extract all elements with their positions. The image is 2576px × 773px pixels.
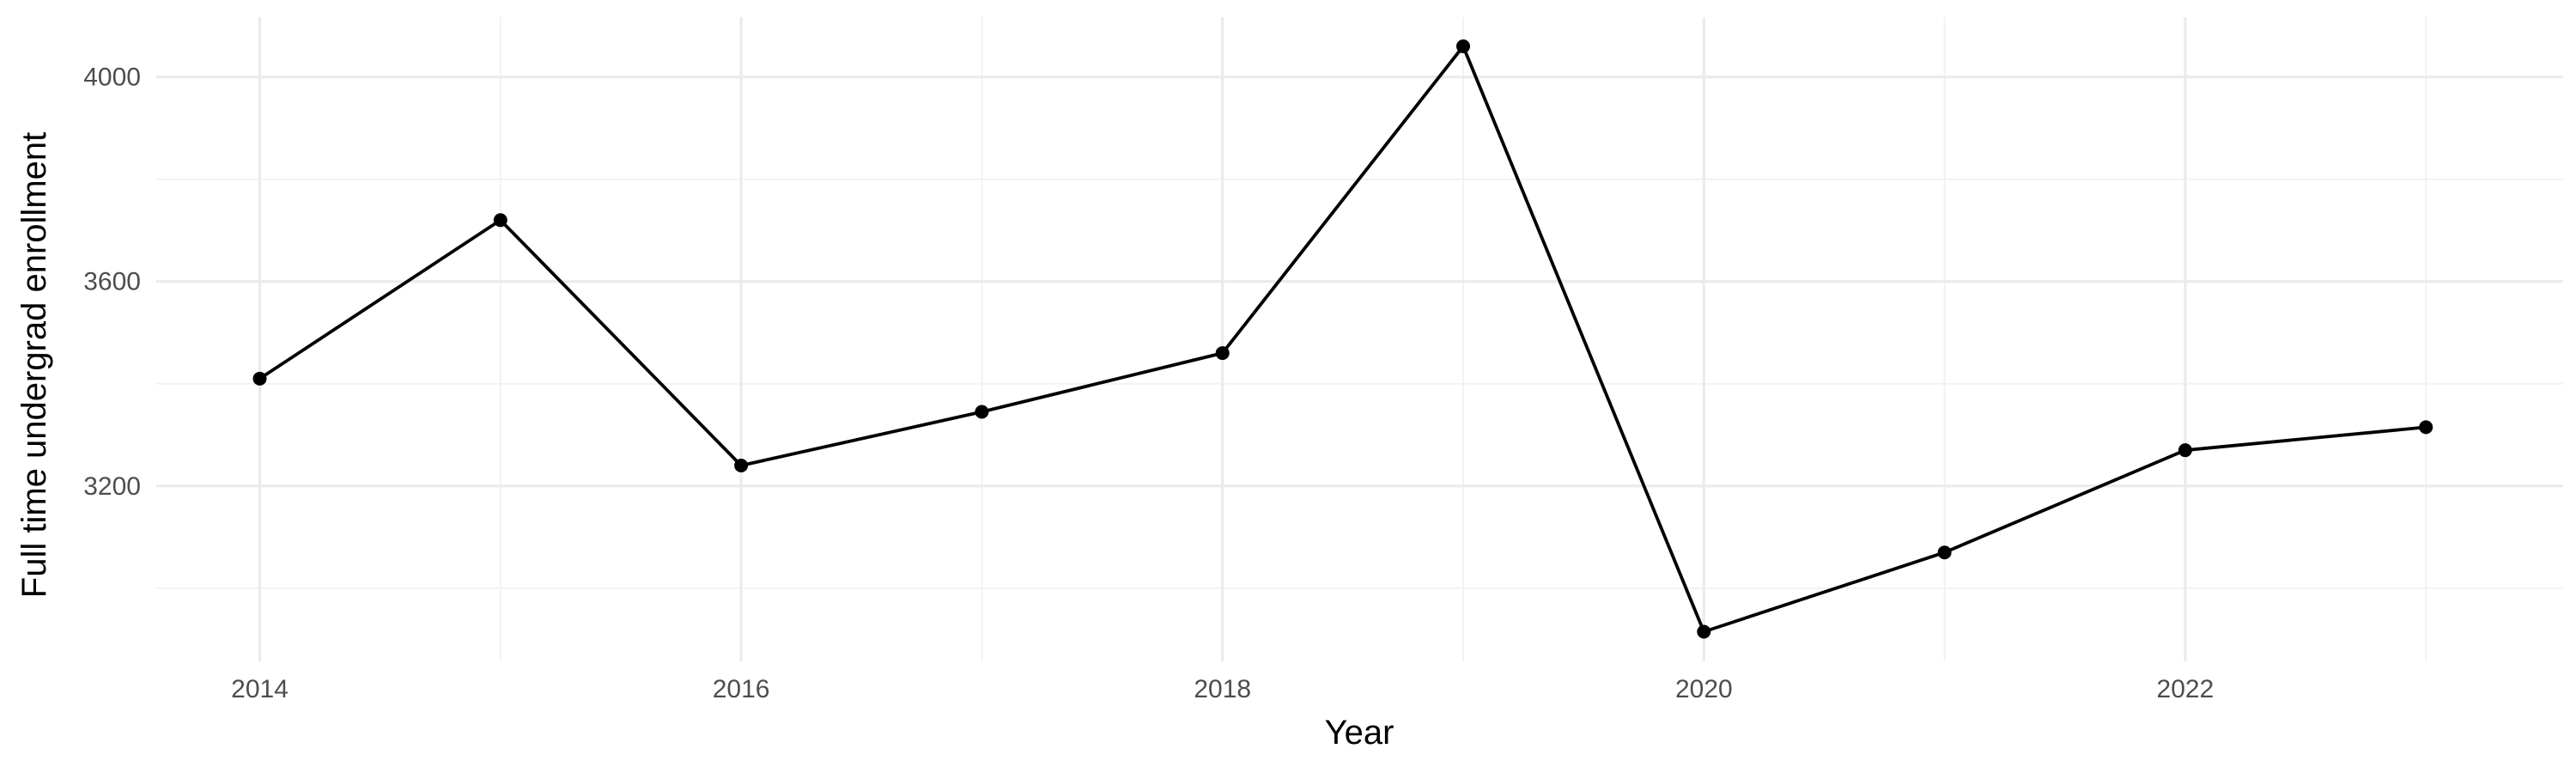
x-axis-ticks: 2014 2016 2018 2020 2022 — [231, 675, 2214, 703]
data-point — [493, 213, 507, 228]
y-axis-title: Full time undergrad enrollment — [15, 132, 53, 598]
x-tick-label: 2018 — [1194, 675, 1251, 703]
x-tick-label: 2020 — [1675, 675, 1733, 703]
series-line — [258, 45, 2428, 634]
data-point — [1937, 545, 1952, 560]
data-point — [2178, 443, 2192, 458]
data-point — [1697, 624, 1711, 639]
x-tick-label: 2014 — [231, 675, 289, 703]
y-tick-label: 3600 — [83, 268, 141, 296]
y-axis-ticks: 3200 3600 4000 — [83, 64, 141, 501]
x-tick-label: 2022 — [2157, 675, 2215, 703]
y-tick-label: 4000 — [83, 64, 141, 92]
x-tick-label: 2016 — [713, 675, 770, 703]
data-point — [252, 371, 267, 386]
series — [252, 39, 2433, 639]
data-point — [2419, 420, 2433, 435]
grid — [156, 17, 2563, 661]
data-point — [975, 405, 989, 419]
data-point — [1215, 346, 1230, 361]
data-point — [734, 459, 749, 473]
x-axis-title: Year — [1325, 714, 1394, 752]
y-tick-label: 3200 — [83, 472, 141, 501]
data-point — [1456, 39, 1471, 53]
